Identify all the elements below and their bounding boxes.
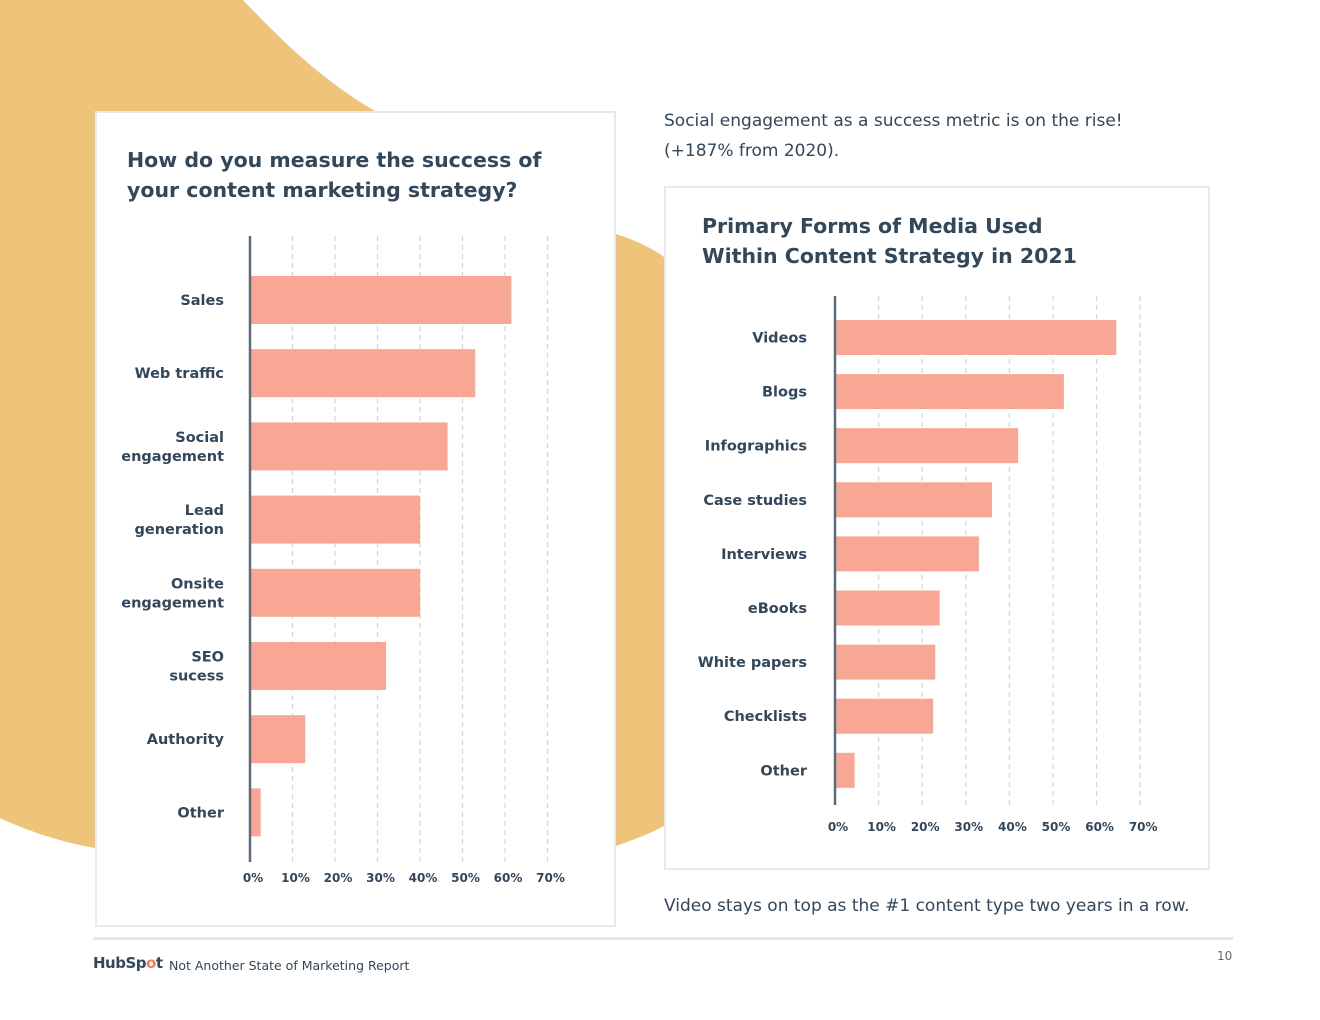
right-chart-category-label: Other bbox=[760, 763, 807, 779]
left-chart-bar bbox=[250, 715, 306, 764]
hubspot-logo: HubSpot bbox=[93, 954, 163, 972]
left-chart-category-label: Lead bbox=[185, 503, 224, 519]
left-chart-category-label: generation bbox=[135, 522, 225, 538]
left-chart-tick-label: 50% bbox=[451, 871, 480, 885]
left-chart-bar bbox=[250, 495, 420, 544]
left-chart-category-label: Other bbox=[177, 805, 224, 821]
right-chart-category-label: Case studies bbox=[703, 493, 807, 509]
left-chart-tick-label: 60% bbox=[494, 871, 523, 885]
left-chart-bar bbox=[250, 276, 512, 324]
right-chart-bar bbox=[835, 698, 934, 734]
left-chart-tick-label: 70% bbox=[536, 871, 565, 885]
decor-shape-middle bbox=[616, 234, 664, 846]
right-chart-category-label: Checklists bbox=[724, 709, 807, 725]
right-chart-category-label: Blogs bbox=[762, 385, 807, 401]
left-chart-bar bbox=[250, 422, 448, 471]
right-chart-card bbox=[664, 186, 1210, 870]
left-chart-category-label: Onsite bbox=[171, 576, 224, 592]
left-chart-category-label: Social bbox=[175, 430, 224, 446]
right-chart-bar bbox=[835, 320, 1117, 355]
right-chart-category-label: Videos bbox=[752, 331, 807, 347]
note-top-line2: (+187% from 2020). bbox=[664, 141, 840, 161]
right-chart-tick-label: 30% bbox=[954, 820, 983, 834]
left-chart-category-label: engagement bbox=[121, 595, 224, 611]
left-chart-title: How do you measure the success of your c… bbox=[127, 145, 567, 205]
logo-sprocket: o bbox=[146, 954, 156, 972]
right-chart-category-label: Infographics bbox=[705, 439, 807, 455]
right-chart-bar bbox=[835, 752, 855, 788]
left-chart-category-label: Authority bbox=[147, 732, 225, 748]
right-chart-bar bbox=[835, 536, 979, 572]
left-chart-bar bbox=[250, 788, 261, 837]
note-top-line1: Social engagement as a success metric is… bbox=[664, 111, 1123, 131]
right-chart-tick-label: 50% bbox=[1042, 820, 1071, 834]
left-chart-category-label: Sales bbox=[180, 293, 224, 309]
right-chart-bar bbox=[835, 428, 1019, 464]
right-chart-tick-label: 70% bbox=[1129, 820, 1158, 834]
right-chart-category-label: Interviews bbox=[721, 547, 807, 563]
left-chart-category-label: SEO bbox=[191, 650, 224, 666]
right-chart-tick-label: 10% bbox=[867, 820, 896, 834]
logo-text-pre: HubSp bbox=[93, 954, 147, 972]
video-note: Video stays on top as the #1 content typ… bbox=[664, 896, 1190, 916]
left-chart-category-label: engagement bbox=[121, 449, 224, 465]
right-chart-tick-label: 60% bbox=[1085, 820, 1114, 834]
social-engagement-note: Social engagement as a success metric is… bbox=[664, 106, 1184, 166]
decor-shape-top-left bbox=[0, 0, 375, 848]
left-chart-tick-label: 20% bbox=[324, 871, 353, 885]
right-chart-bar bbox=[835, 644, 936, 680]
right-chart-category-label: eBooks bbox=[748, 601, 807, 617]
left-chart-title-line1: How do you measure the success of bbox=[127, 148, 542, 172]
page-number: 10 bbox=[1217, 949, 1233, 963]
right-chart-tick-label: 0% bbox=[828, 820, 848, 834]
left-chart-tick-label: 10% bbox=[281, 871, 310, 885]
right-chart-title-line1: Primary Forms of Media Used bbox=[702, 214, 1043, 238]
right-chart-bar bbox=[835, 590, 940, 626]
logo-text-post: t bbox=[155, 954, 163, 972]
right-chart-bar bbox=[835, 482, 992, 518]
right-chart-title: Primary Forms of Media Used Within Conte… bbox=[702, 211, 1162, 271]
left-chart-bar bbox=[250, 349, 476, 398]
right-chart-tick-label: 20% bbox=[911, 820, 940, 834]
right-chart-tick-label: 40% bbox=[998, 820, 1027, 834]
left-chart-bar bbox=[250, 568, 420, 617]
left-chart-tick-label: 30% bbox=[366, 871, 395, 885]
left-chart-title-line2: your content marketing strategy? bbox=[127, 178, 518, 202]
right-chart-category-label: White papers bbox=[698, 655, 807, 671]
left-chart-tick-label: 0% bbox=[243, 871, 263, 885]
left-chart-category-label: Web traffic bbox=[135, 366, 224, 382]
right-chart-title-line2: Within Content Strategy in 2021 bbox=[702, 244, 1077, 268]
footer-divider bbox=[93, 937, 1233, 940]
report-title: Not Another State of Marketing Report bbox=[169, 958, 410, 973]
left-chart-bar bbox=[250, 642, 386, 690]
right-chart-bar bbox=[835, 374, 1064, 410]
left-chart-category-label: sucess bbox=[169, 669, 224, 685]
left-chart-tick-label: 40% bbox=[409, 871, 438, 885]
